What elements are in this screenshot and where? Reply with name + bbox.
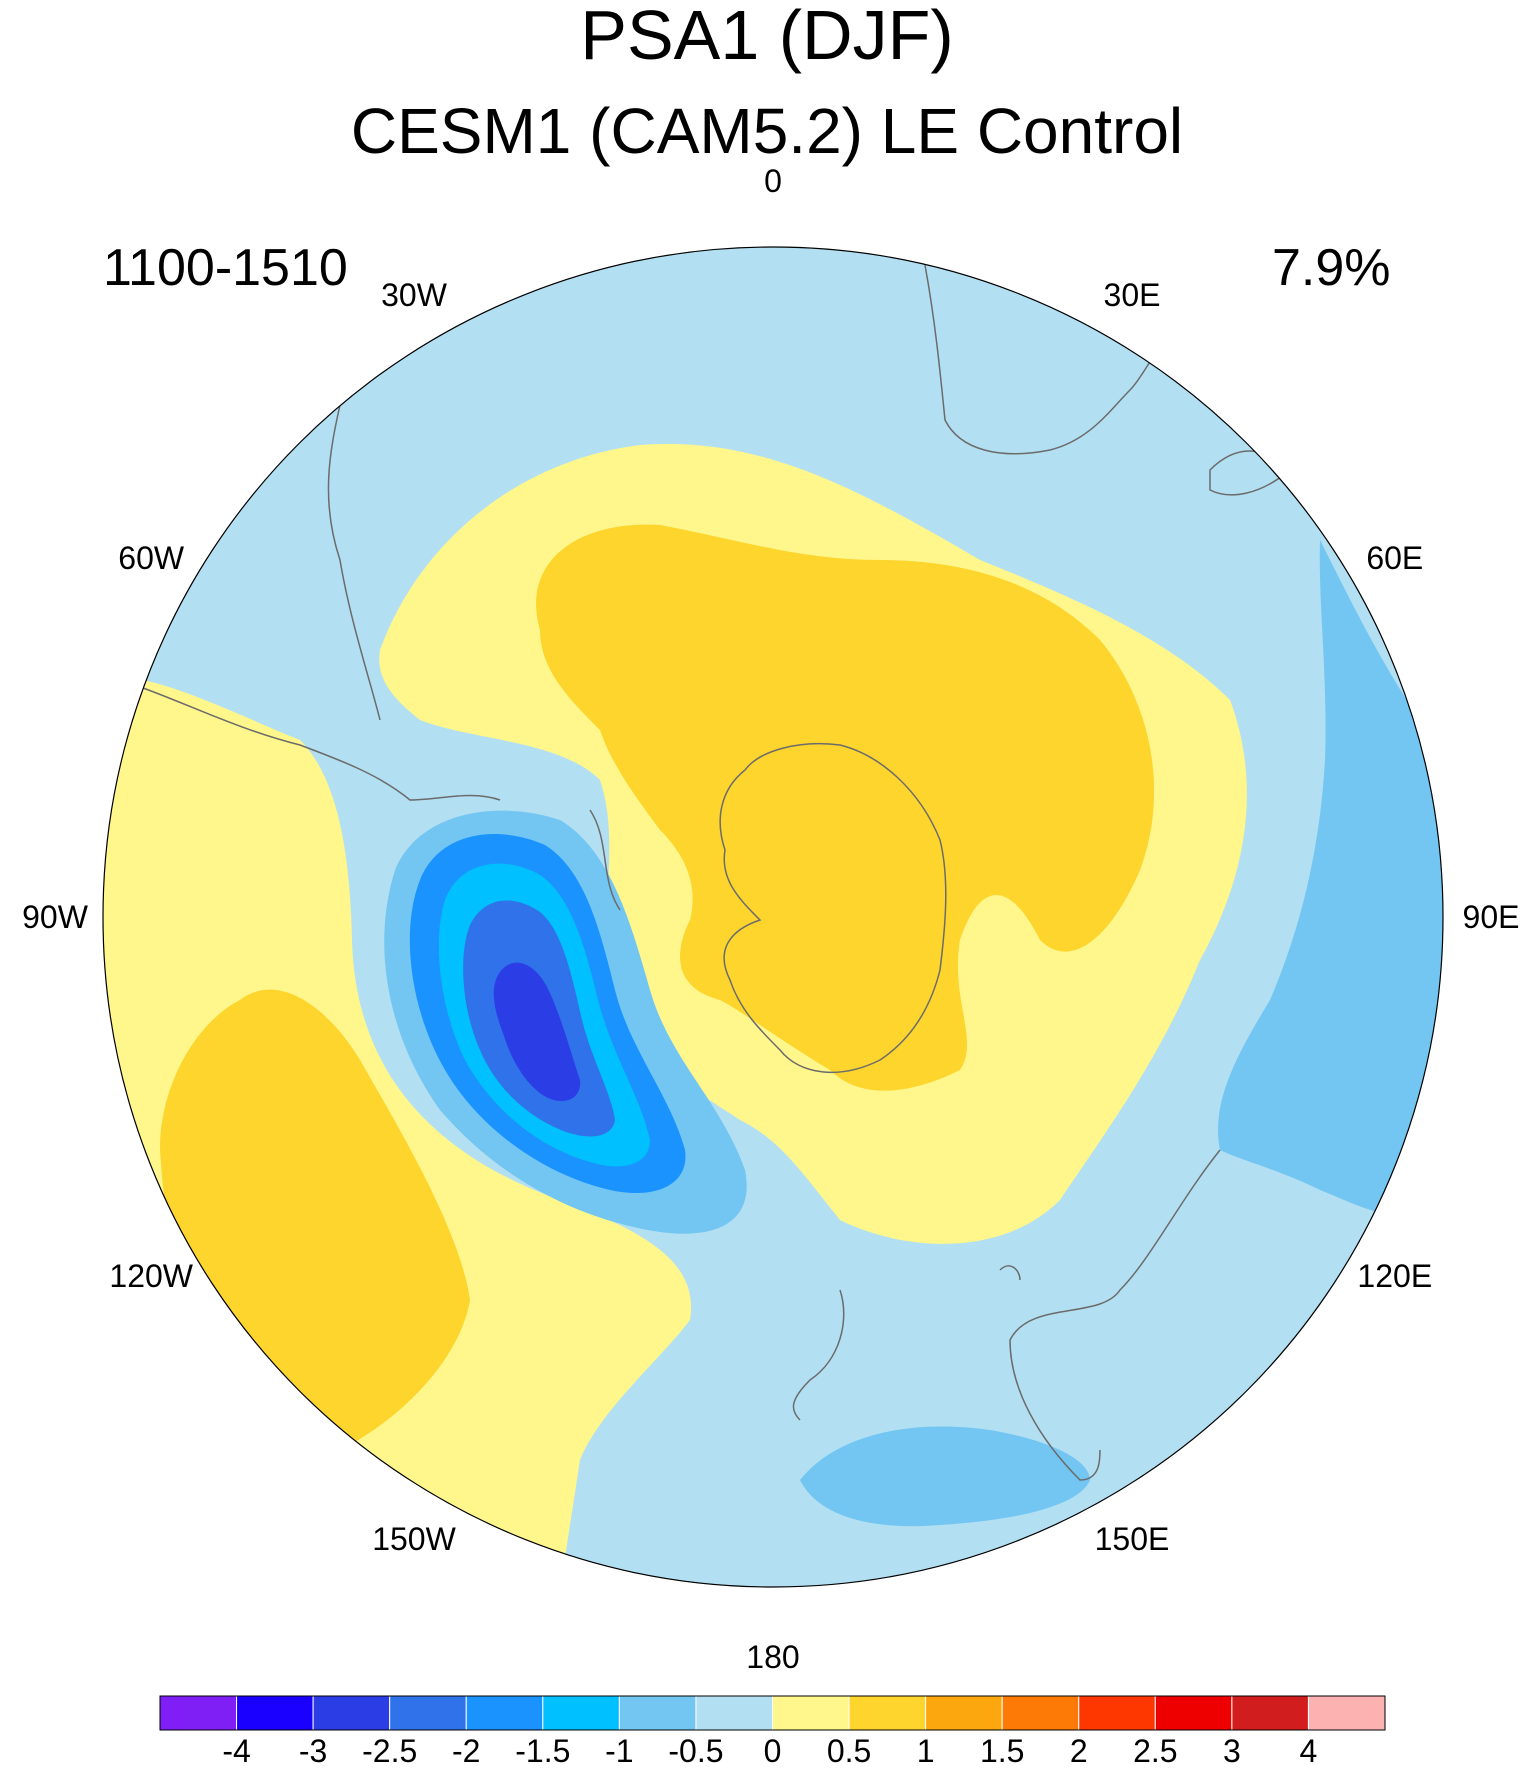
colorbar: -4 -3 -2.5 -2 -1.5 -1 -0.5 0 0.5 1 1.5 2 2.5 3 4 xyxy=(159,1695,1386,1768)
longitude-label: 30W xyxy=(381,277,448,313)
colorbar-frame xyxy=(159,1695,1386,1731)
colorbar-swatch xyxy=(1231,1695,1309,1731)
anomaly-region-positive-1-center xyxy=(536,524,1155,1091)
anomaly-region-negative-0.5-southeast xyxy=(800,1426,1090,1527)
longitude-label: 120W xyxy=(109,1258,193,1294)
colorbar-label: 0 xyxy=(764,1733,782,1768)
longitude-label: 90E xyxy=(1463,899,1520,935)
colorbar-swatch xyxy=(389,1695,467,1731)
colorbar-swatch xyxy=(465,1695,544,1731)
colorbar-label: 4 xyxy=(1300,1733,1318,1768)
colorbar-label: -0.5 xyxy=(668,1733,723,1768)
colorbar-swatch xyxy=(312,1695,391,1731)
colorbar-label: 0.5 xyxy=(827,1733,871,1768)
colorbar-label: 2.5 xyxy=(1133,1733,1177,1768)
anomaly-region-negative-0.5-east xyxy=(1218,540,1443,1216)
map-subtitle: CESM1 (CAM5.2) LE Control xyxy=(350,95,1184,167)
map-title: PSA1 (DJF) xyxy=(580,0,954,74)
period-label: 1100-1510 xyxy=(103,239,348,297)
colorbar-swatch xyxy=(848,1695,927,1731)
map-boundary xyxy=(102,246,1444,1588)
longitude-labels: 0 30E 60E 90E 120E 150E 180 150W 120W 90W 60W 30W xyxy=(22,163,1519,1675)
longitude-label: 180 xyxy=(746,1639,799,1675)
colorbar-swatch xyxy=(1307,1695,1386,1731)
colorbar-label: -1 xyxy=(605,1733,633,1768)
colorbar-swatch xyxy=(1078,1695,1156,1731)
longitude-label: 120E xyxy=(1357,1258,1432,1294)
longitude-label: 90W xyxy=(22,899,89,935)
colorbar-swatch xyxy=(542,1695,620,1731)
longitude-label: 60E xyxy=(1366,540,1423,576)
colorbar-swatch xyxy=(925,1695,1003,1731)
colorbar-label: -2 xyxy=(452,1733,480,1768)
variance-explained-label: 7.9% xyxy=(1272,239,1391,297)
colorbar-label: 2 xyxy=(1070,1733,1088,1768)
longitude-label: 60W xyxy=(118,540,185,576)
coastlines xyxy=(142,264,1292,1481)
colorbar-swatch xyxy=(159,1695,238,1731)
longitude-label: 150W xyxy=(372,1521,456,1557)
longitude-label: 0 xyxy=(764,163,782,199)
longitude-label: 30E xyxy=(1104,277,1161,313)
colorbar-swatch xyxy=(1154,1695,1233,1731)
colorbar-swatch xyxy=(618,1695,697,1731)
colorbar-swatch xyxy=(1001,1695,1080,1731)
anomaly-region-negative-2.5-west xyxy=(493,962,581,1102)
colorbar-label: -1.5 xyxy=(515,1733,570,1768)
colorbar-label: -4 xyxy=(222,1733,250,1768)
colorbar-swatch xyxy=(772,1695,850,1731)
colorbar-label: -2.5 xyxy=(362,1733,417,1768)
colorbar-label: 1 xyxy=(917,1733,935,1768)
map-disc xyxy=(103,247,1443,1587)
colorbar-label: 1.5 xyxy=(980,1733,1024,1768)
colorbar-swatch xyxy=(236,1695,314,1731)
colorbar-label: -3 xyxy=(299,1733,327,1768)
colorbar-swatch xyxy=(695,1695,773,1731)
colorbar-label: 3 xyxy=(1223,1733,1241,1768)
longitude-label: 150E xyxy=(1095,1521,1170,1557)
